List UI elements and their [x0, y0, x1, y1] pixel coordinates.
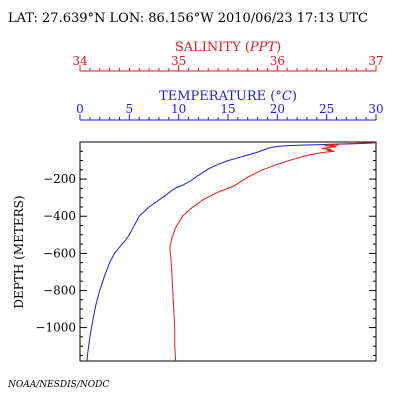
depth-tick-label: −600 — [43, 246, 76, 260]
depth-axis-title: DEPTH (METERS) — [12, 195, 26, 308]
salinity-tick-label: 35 — [171, 54, 186, 68]
plot-frame — [79, 141, 377, 362]
salinity-profile-line — [169, 142, 377, 362]
temperature-tick-label: 25 — [319, 102, 334, 116]
salinity-tick-label: 37 — [368, 54, 383, 68]
depth-tick-label: −800 — [43, 283, 76, 297]
temperature-tick-label: 0 — [76, 102, 84, 116]
salinity-tick-label: 36 — [270, 54, 285, 68]
temperature-axis: 0 5 10 15 20 25 30 TEMPERATURE (°C) — [76, 89, 384, 121]
depth-tick-label: −400 — [43, 209, 76, 223]
salinity-axis-title: SALINITY (PPT) — [175, 40, 281, 55]
temperature-tick-label: 30 — [368, 102, 383, 116]
temperature-tick-label: 15 — [220, 102, 235, 116]
temperature-profile-line — [86, 142, 377, 362]
salinity-tick-label: 34 — [72, 54, 88, 68]
depth-axis: −200 −400 −600 −800 −1000 — [35, 150, 376, 356]
temperature-tick-label: 20 — [270, 102, 285, 116]
header-location-time: LAT: 27.639°N LON: 86.156°W 2010/06/23 1… — [8, 11, 368, 26]
credit-text: NOAA/NESDIS/NODC — [7, 380, 109, 390]
temperature-tick-label: 10 — [171, 102, 186, 116]
series-layer — [86, 142, 377, 362]
temperature-axis-title: TEMPERATURE (°C) — [159, 89, 297, 104]
salinity-axis: 34 35 36 37 SALINITY (PPT) — [72, 40, 384, 72]
temperature-tick-label: 5 — [126, 102, 134, 116]
depth-tick-label: −200 — [43, 172, 76, 186]
depth-tick-label: −1000 — [35, 321, 76, 335]
